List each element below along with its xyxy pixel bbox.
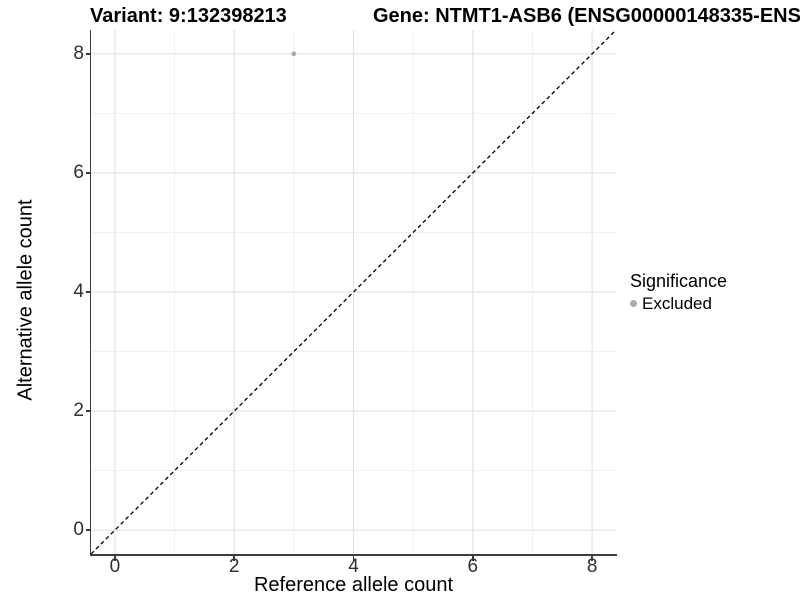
y-tick-label: 8 <box>73 42 84 64</box>
legend: Significance Excluded <box>630 270 727 314</box>
x-axis-line <box>89 554 617 556</box>
chart-title-gene: Gene: NTMT1-ASB6 (ENSG00000148335-ENS <box>373 5 800 27</box>
x-tick-label: 2 <box>228 556 240 577</box>
y-tick-mark <box>85 529 91 531</box>
y-tick-mark <box>85 53 91 55</box>
x-tick-label: 6 <box>467 556 479 577</box>
x-tick-mark <box>472 555 474 561</box>
x-tick-label: 8 <box>586 556 598 577</box>
y-tick-mark <box>85 291 91 293</box>
y-tick-label: 4 <box>73 281 84 302</box>
data-point-excluded <box>291 51 297 57</box>
legend-point-icon <box>630 300 637 307</box>
plot-panel <box>91 30 616 554</box>
identity-line <box>91 30 616 554</box>
y-tick-label: 2 <box>73 400 84 422</box>
y-tick-mark <box>85 410 91 412</box>
x-axis-title: Reference allele count <box>253 574 453 596</box>
y-axis-line <box>89 30 91 556</box>
x-tick-mark <box>352 555 355 561</box>
y-tick-mark <box>85 172 91 174</box>
legend-item-excluded: Excluded <box>630 293 727 314</box>
y-tick-label: 6 <box>73 161 84 183</box>
x-tick-label: 4 <box>348 556 359 577</box>
x-tick-mark <box>114 555 116 561</box>
y-axis-title: Alternative allele count <box>14 199 37 401</box>
x-tick-mark <box>233 555 235 561</box>
legend-title: Significance <box>630 271 728 291</box>
legend-item-label: Excluded <box>642 294 712 313</box>
x-tick-mark <box>591 555 593 561</box>
chart-title-variant: Variant: 9:132398213 <box>90 5 287 27</box>
plot-area-svg <box>91 30 616 554</box>
x-tick-label: 0 <box>109 556 121 577</box>
y-tick-label: 0 <box>73 519 84 541</box>
